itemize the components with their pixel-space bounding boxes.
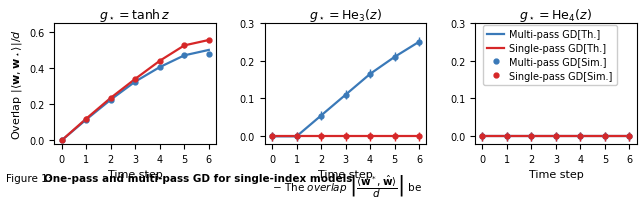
Legend: Multi-pass GD[Th.], Single-pass GD[Th.], Multi-pass GD[Sim.], Single-pass GD[Sim: Multi-pass GD[Th.], Single-pass GD[Th.],… (483, 26, 616, 85)
Text: One-pass and multi-pass GD for single-index models: One-pass and multi-pass GD for single-in… (44, 173, 353, 183)
X-axis label: Time step: Time step (318, 169, 373, 179)
Y-axis label: Overlap $|\langle\mathbf{w}, \mathbf{w}_\star\rangle|/d$: Overlap $|\langle\mathbf{w}, \mathbf{w}_… (10, 29, 24, 139)
Title: $g_\star = \mathrm{He}_3(z)$: $g_\star = \mathrm{He}_3(z)$ (309, 7, 382, 24)
Title: $g_\star = \tanh z$: $g_\star = \tanh z$ (99, 7, 171, 24)
X-axis label: Time step: Time step (108, 169, 163, 179)
Text: Figure 1:: Figure 1: (6, 173, 55, 183)
Title: $g_\star = \mathrm{He}_4(z)$: $g_\star = \mathrm{He}_4(z)$ (520, 7, 593, 24)
Text: $-$ The $\mathit{overlap}$ $\left|\dfrac{\langle\mathbf{w}^*,\hat{\mathbf{w}}\ra: $-$ The $\mathit{overlap}$ $\left|\dfrac… (269, 173, 422, 199)
X-axis label: Time step: Time step (529, 169, 583, 179)
